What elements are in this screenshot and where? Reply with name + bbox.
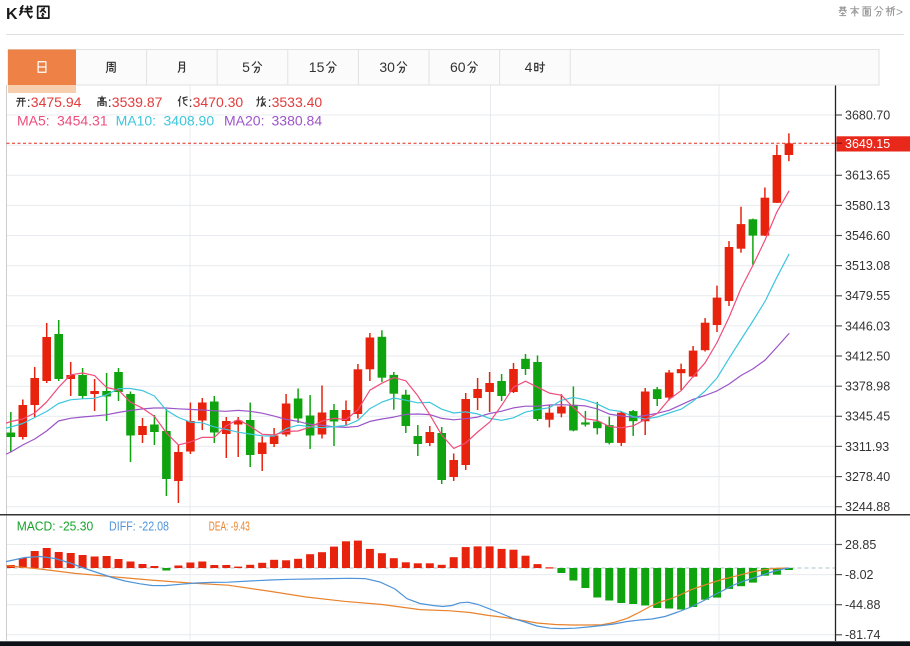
- svg-text:3278.40: 3278.40: [845, 470, 890, 484]
- svg-text:MA10:: MA10:: [116, 113, 156, 129]
- svg-text:DEA: -9.43: DEA: -9.43: [209, 519, 250, 534]
- svg-text::: :: [268, 94, 272, 110]
- svg-text:K: K: [6, 6, 18, 23]
- svg-text:3412.50: 3412.50: [845, 349, 890, 363]
- svg-text:3649.15: 3649.15: [845, 137, 890, 151]
- svg-text:28.85: 28.85: [845, 538, 876, 552]
- svg-text:3380.84: 3380.84: [272, 113, 323, 129]
- svg-text:3446.03: 3446.03: [845, 319, 890, 333]
- svg-text:3244.88: 3244.88: [845, 500, 890, 514]
- svg-text:3479.55: 3479.55: [845, 289, 890, 303]
- svg-text:-81.74: -81.74: [845, 628, 880, 642]
- svg-text:>: >: [896, 5, 903, 19]
- svg-text:3470.30: 3470.30: [193, 94, 244, 110]
- svg-text:MA20:: MA20:: [224, 113, 264, 129]
- svg-text:3454.31: 3454.31: [57, 113, 108, 129]
- svg-text:3475.94: 3475.94: [31, 94, 82, 110]
- svg-text::: :: [108, 94, 112, 110]
- svg-text:5: 5: [242, 59, 250, 75]
- svg-text:3539.87: 3539.87: [112, 94, 163, 110]
- svg-text:15: 15: [309, 59, 325, 75]
- svg-text:MACD: -25.30: MACD: -25.30: [17, 519, 94, 534]
- svg-text:-8.02: -8.02: [845, 568, 874, 582]
- svg-text:3408.90: 3408.90: [164, 113, 215, 129]
- svg-text:4: 4: [525, 59, 533, 75]
- svg-text:3580.13: 3580.13: [845, 199, 890, 213]
- svg-text:3546.60: 3546.60: [845, 229, 890, 243]
- svg-text:3378.98: 3378.98: [845, 380, 890, 394]
- svg-text:MA5:: MA5:: [17, 113, 50, 129]
- svg-text:DIFF: -22.08: DIFF: -22.08: [109, 519, 169, 534]
- svg-text::: :: [189, 94, 193, 110]
- svg-text:3613.65: 3613.65: [845, 169, 890, 183]
- svg-text:60: 60: [450, 59, 466, 75]
- svg-text::: :: [27, 94, 31, 110]
- svg-text:3513.08: 3513.08: [845, 259, 890, 273]
- svg-text:-44.88: -44.88: [845, 598, 880, 612]
- svg-text:3533.40: 3533.40: [272, 94, 323, 110]
- svg-text:30: 30: [379, 59, 395, 75]
- svg-text:3311.93: 3311.93: [845, 440, 889, 454]
- svg-text:3680.70: 3680.70: [845, 108, 890, 122]
- svg-text:3345.45: 3345.45: [845, 410, 890, 424]
